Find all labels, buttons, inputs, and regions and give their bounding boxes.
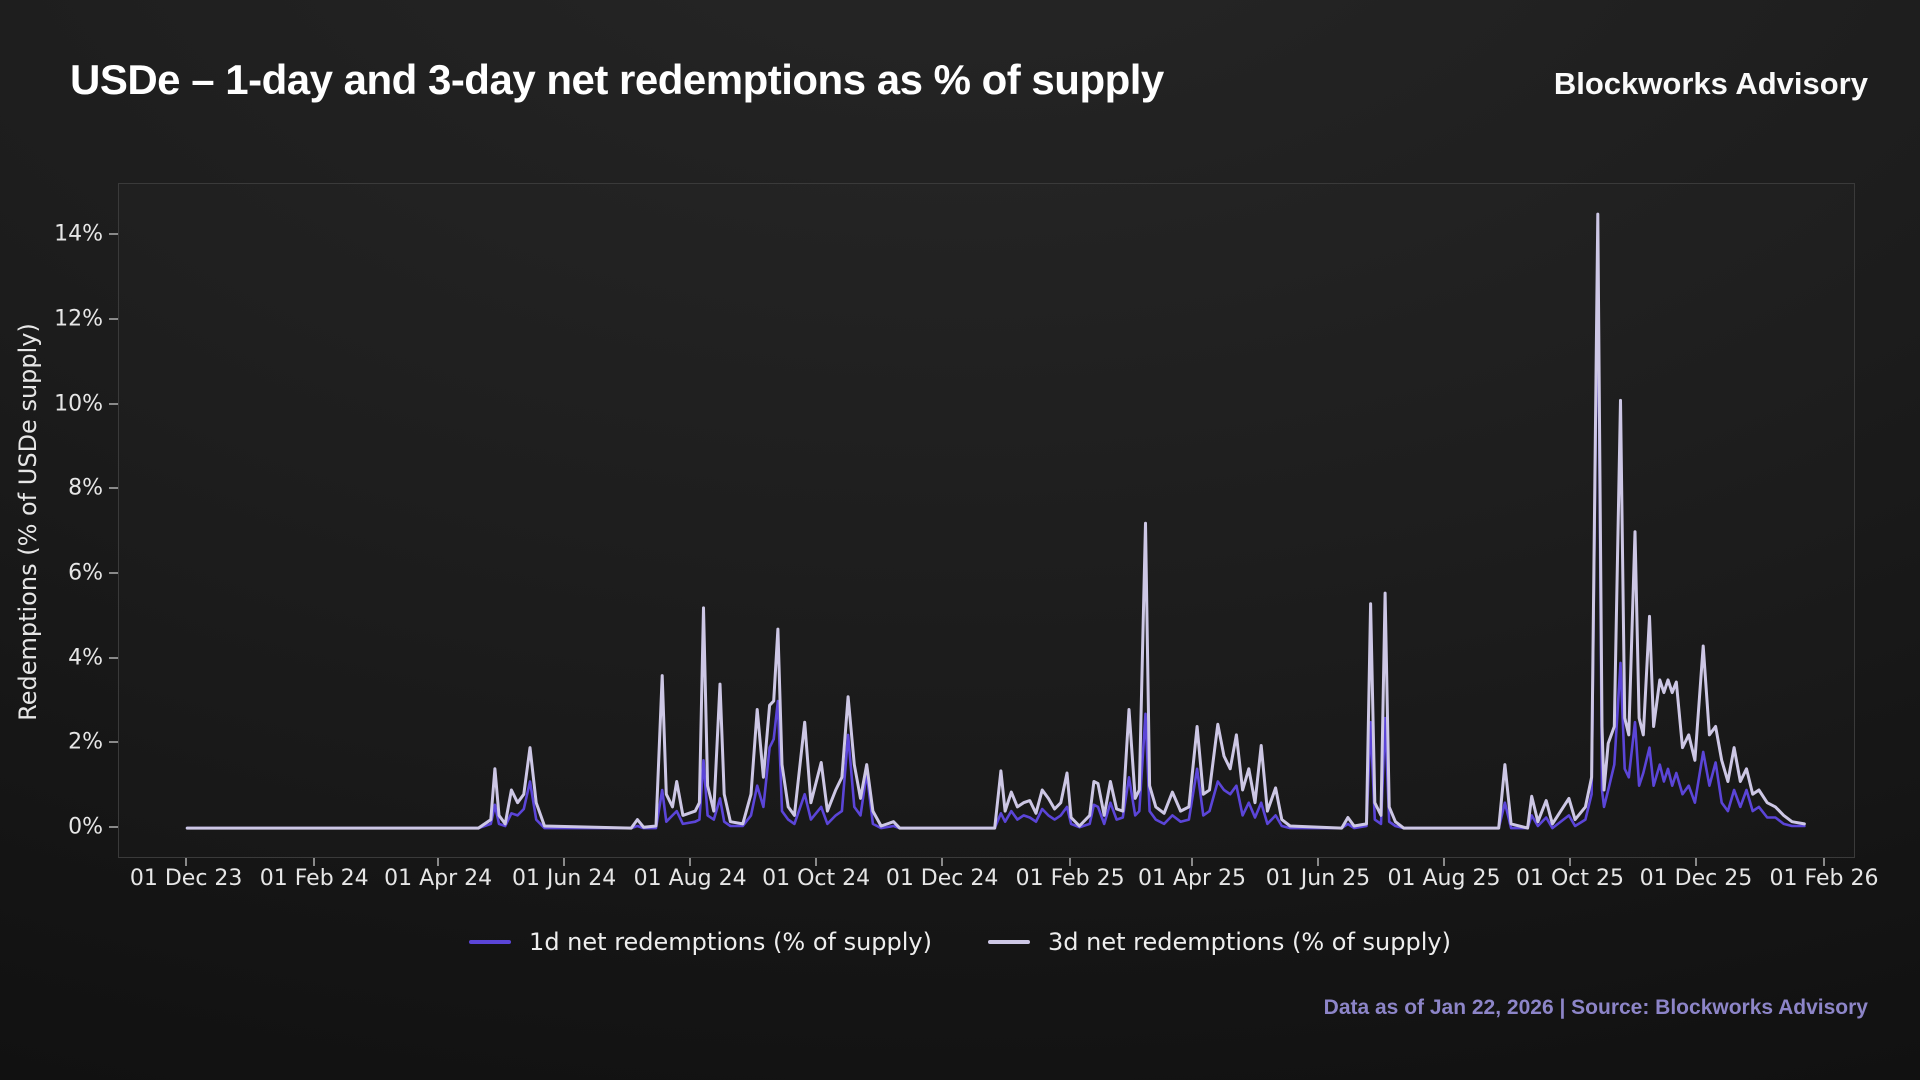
series-1d-line <box>185 246 1806 830</box>
y-tick-label: 6% <box>68 560 103 586</box>
x-tick-label: 01 Oct 24 <box>762 866 871 891</box>
y-tick-label: 8% <box>68 475 103 501</box>
line-chart <box>185 212 1806 830</box>
x-tick-label: 01 Dec 23 <box>129 866 243 891</box>
y-axis-title: Redemptions (% of USDe supply) <box>14 323 42 721</box>
x-tick-mark <box>1316 858 1319 866</box>
y-tick-mark <box>109 741 118 744</box>
x-tick-mark <box>1069 858 1072 866</box>
x-tick-label: 01 Feb 25 <box>1015 866 1125 891</box>
brand-wordmark: Blockworks Advisory <box>1553 66 1868 101</box>
y-tick-label: 2% <box>68 729 103 755</box>
legend-swatch-1d <box>469 939 512 945</box>
y-tick-mark <box>109 572 118 574</box>
y-tick-mark <box>109 656 118 659</box>
y-tick-label: 4% <box>68 645 103 671</box>
x-tick-mark <box>1568 858 1571 866</box>
legend-label-3d: 3d net redemptions (% of supply) <box>1048 928 1451 956</box>
x-tick-label: 01 Feb 24 <box>259 866 369 891</box>
y-tick-mark <box>109 317 118 320</box>
x-tick-mark <box>313 858 316 866</box>
y-tick-label: 12% <box>54 306 103 332</box>
y-tick-label: 10% <box>54 391 103 417</box>
source-footnote: Data as of Jan 22, 2026 | Source: Blockw… <box>1323 996 1868 1019</box>
y-tick-mark <box>109 402 118 405</box>
x-tick-mark <box>1191 858 1193 866</box>
legend: 1d net redemptions (% of supply) 3d net … <box>0 928 1920 956</box>
x-tick-mark <box>815 858 818 866</box>
x-tick-mark <box>437 858 440 866</box>
x-tick-mark <box>1442 858 1445 866</box>
x-tick-mark <box>185 858 188 866</box>
y-tick-mark <box>109 826 118 829</box>
x-tick-mark <box>689 858 692 866</box>
y-tick-label: 0% <box>68 814 103 840</box>
x-tick-label: 01 Aug 25 <box>1387 866 1501 891</box>
x-tick-label: 01 Oct 25 <box>1515 866 1624 891</box>
series-3d-line <box>185 212 1806 830</box>
x-tick-label: 01 Feb 26 <box>1769 866 1879 891</box>
legend-item-1d: 1d net redemptions (% of supply) <box>469 928 932 956</box>
x-tick-label: 01 Jun 25 <box>1265 866 1371 891</box>
y-tick-mark <box>109 233 118 236</box>
x-tick-mark <box>1823 858 1826 866</box>
x-tick-mark <box>941 858 944 866</box>
x-tick-mark <box>563 858 566 866</box>
legend-label-1d: 1d net redemptions (% of supply) <box>529 928 932 956</box>
x-tick-mark <box>1694 858 1697 866</box>
x-tick-label: 01 Jun 24 <box>511 866 617 891</box>
x-tick-label: 01 Aug 24 <box>633 866 747 891</box>
x-tick-label: 01 Dec 25 <box>1639 866 1753 891</box>
chart-title: USDe – 1-day and 3-day net redemptions a… <box>70 56 1164 103</box>
legend-swatch-3d <box>988 939 1030 945</box>
y-tick-mark <box>109 487 118 490</box>
plot-area <box>118 183 1855 858</box>
x-tick-label: 01 Apr 25 <box>1137 866 1247 891</box>
x-tick-label: 01 Apr 24 <box>384 866 493 891</box>
legend-item-3d: 3d net redemptions (% of supply) <box>988 928 1451 956</box>
x-tick-label: 01 Dec 24 <box>885 866 999 891</box>
y-tick-label: 14% <box>54 221 103 247</box>
